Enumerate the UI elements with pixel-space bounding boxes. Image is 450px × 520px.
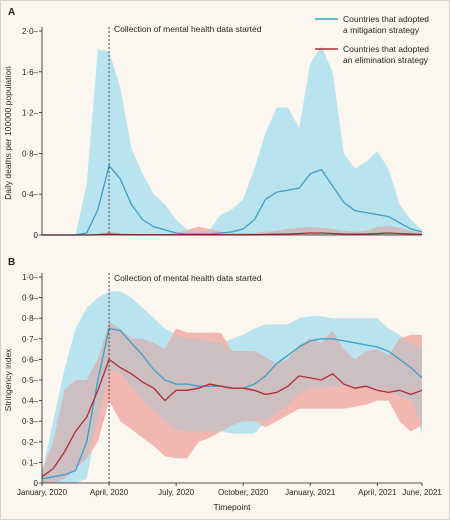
y-tick-label: 0 [34,479,39,488]
y-tick-label: 0·2– [22,438,39,447]
y-tick-label: 0·4– [22,190,39,199]
panel-letter: B [8,257,15,268]
y-tick-label: 1·0– [22,273,39,282]
y-tick-label: 0 [34,231,39,240]
annotation-label: Collection of mental health data started [114,273,262,283]
x-tick-label: April, 2020 [90,488,129,497]
y-tick-label: 0·1– [22,458,39,467]
elimination-line [41,358,423,478]
y-tick-label: 0·8– [22,314,39,323]
x-tick-label: July, 2020 [158,488,194,497]
annotation-label: Collection of mental health data started [114,24,262,34]
y-tick-label: 2·0– [22,27,39,36]
legend-label-elimination: an elimination strategy [343,55,429,65]
y-axis-label: Daily deaths per 100000 population [3,66,13,200]
y-tick-label: 0·5– [22,376,39,385]
mitigation-band [42,46,422,235]
panel-letter: A [8,7,15,18]
x-tick-label: January, 2021 [285,488,336,497]
y-tick-label: 0·8– [22,149,39,158]
y-tick-label: 0·9– [22,294,39,303]
panel-b: 0 0·1– 0·2– 0·3– 0·4– 0·5– 0·6– 0·7– 0·8– 0·9– 1·0… [3,257,442,497]
legend-label-mitigation: Countries that adopted [343,14,429,24]
overlap-band [42,322,422,483]
y-tick-label: 0·7– [22,335,39,344]
y-axis-label: Stringency index [3,348,13,412]
mitigation-line [42,164,423,236]
y-tick-label: 1·6– [22,68,39,77]
x-tick-label: January, 2020 [17,488,68,497]
x-tick-label: April, 2021 [358,488,397,497]
x-tick-label: October, 2020 [218,488,269,497]
y-tick-label: 0·6– [22,355,39,364]
x-axis-label: Timepoint [213,502,251,512]
legend-label-mitigation: a mitigation strategy [343,25,420,35]
y-tick-label: 0·3– [22,417,39,426]
panel-a: 0 0·4– 0·8– 1·2– 1·6– 2·0– Collection of menta… [3,7,429,240]
y-tick-label: 1·2– [22,109,39,118]
legend-label-elimination: Countries that adopted [343,44,429,54]
y-tick-label: 0·4– [22,397,39,406]
x-tick-label: June, 2021 [402,488,442,497]
